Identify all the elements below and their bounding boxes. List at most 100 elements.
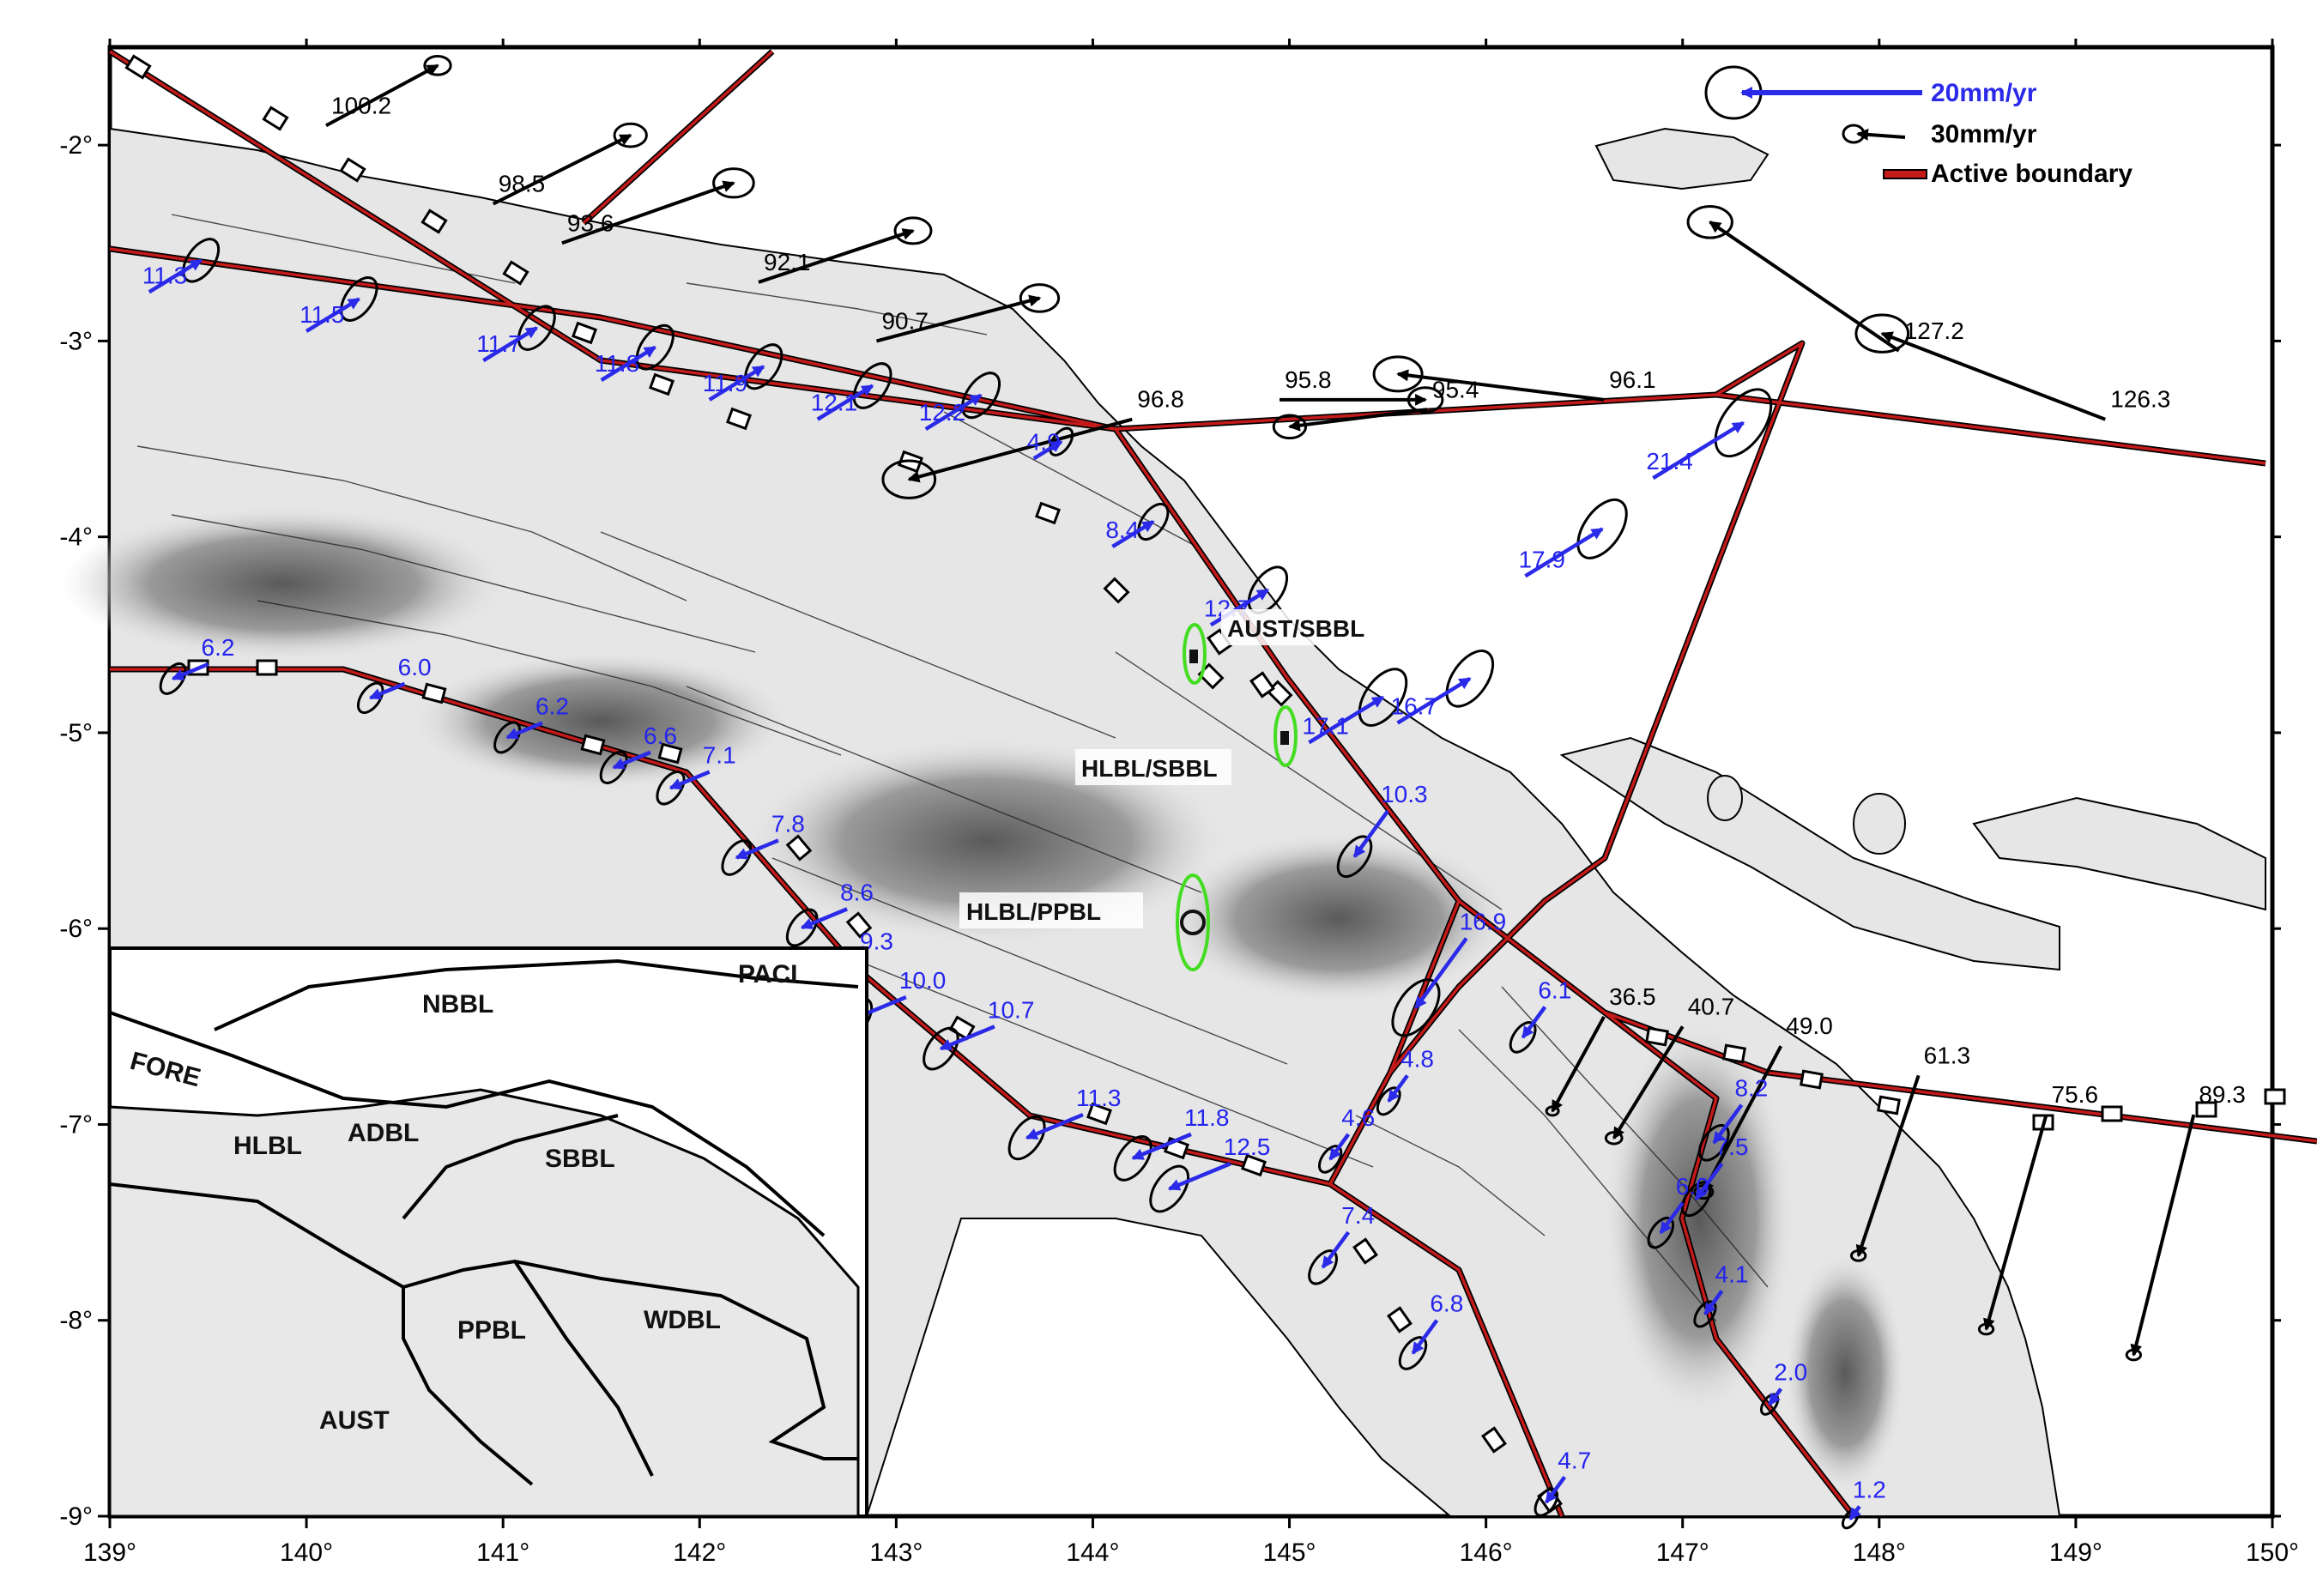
blue-vector-arrow: [1768, 1387, 1783, 1406]
blue-vector-arrow: [1414, 937, 1468, 1009]
black-velocity-vector: 89.3: [2125, 1081, 2246, 1362]
blue-vector-arrow: [1703, 1290, 1724, 1316]
black-vector-arrow: [1551, 1015, 1606, 1113]
black-vector-arrow: [758, 228, 915, 284]
blue-vector-arrow: [1659, 1201, 1685, 1235]
black-vector-rate: 126.3: [2110, 386, 2170, 413]
blue-vector-rate: 17.9: [1518, 546, 1565, 572]
inset-label-hlbl: HLBL: [233, 1132, 302, 1160]
black-velocity-vector: 96.8: [881, 386, 1184, 499]
lat-tick-label: -2°: [59, 131, 93, 160]
blue-vector-rate: 4.7: [1558, 1447, 1591, 1473]
black-vector-rate: 95.8: [1285, 366, 1332, 393]
blue-error-ellipse: [1714, 388, 1773, 458]
blue-error-ellipse: [635, 323, 675, 371]
blue-vector-rate: 11.8: [1184, 1104, 1229, 1131]
blue-velocity-vector: 7.5: [1680, 1134, 1748, 1218]
legend-black-arrow: [1856, 128, 1906, 141]
blue-vector-rate: 4.1: [1715, 1260, 1749, 1287]
blue-velocity-vector: 11.8: [595, 323, 675, 382]
blue-vector-arrow: [1032, 439, 1063, 461]
black-error-ellipse: [1272, 414, 1308, 440]
blue-vector-rate: 11.3: [142, 262, 187, 288]
blue-velocity-vector: 1.2: [1841, 1477, 1886, 1530]
blue-vector-arrow: [1328, 1133, 1351, 1161]
blue-velocity-vector: 6.1: [1509, 977, 1571, 1054]
velocity-vectors: 100.298.593.692.190.796.895.8 95.4 96.1127…: [142, 54, 2246, 1530]
label-hlbl-ppbl: HLBL/PPBL: [966, 898, 1101, 925]
blue-vector-arrow: [1411, 1319, 1439, 1355]
blue-vector-rate: 6.0: [398, 654, 432, 680]
blue-velocity-vector: 6.0: [1647, 1173, 1709, 1249]
blue-error-ellipse: [356, 681, 384, 715]
black-error-ellipse: [1854, 313, 1910, 354]
inset-label-adbl: ADBL: [348, 1119, 419, 1147]
blue-vector-arrow: [1321, 1230, 1351, 1269]
blue-error-ellipse: [923, 1026, 959, 1071]
blue-error-ellipse: [721, 839, 753, 876]
blue-vector-arrow: [668, 770, 711, 790]
inset-label-ppbl: PPBL: [457, 1316, 526, 1345]
pole-ellipse-aust-sbbl: [1183, 623, 1207, 685]
black-velocity-vector: 75.6: [1977, 1081, 2098, 1336]
blue-error-ellipse: [1137, 502, 1170, 541]
inset-map: NBBL PACI FORE HLBL ADBL SBBL PPBL WDBL …: [108, 946, 868, 1518]
blue-vector-arrow: [1712, 1103, 1744, 1145]
blue-velocity-vector: 11.8: [1113, 1104, 1229, 1182]
lon-tick-label: 139°: [83, 1539, 136, 1567]
blue-velocity-vector: 16.7: [1391, 650, 1495, 725]
blue-vector-arrow: [1131, 1132, 1192, 1160]
blue-vector-arrow: [482, 326, 539, 363]
blue-vector-rate: 16.9: [1460, 909, 1507, 935]
blue-velocity-vector: 2.0: [1759, 1359, 1807, 1416]
blue-error-ellipse: [852, 362, 892, 409]
black-vector-rate: 40.7: [1688, 993, 1735, 1019]
inset-label-paci: PACI: [738, 960, 797, 988]
lon-tick-label: 149°: [2049, 1539, 2102, 1567]
black-vector-rate: 96.8: [1137, 386, 1184, 413]
blue-vector-rate: 4.6: [1341, 1104, 1375, 1131]
blue-error-ellipse: [1576, 498, 1628, 559]
blue-vector-arrow: [1652, 420, 1745, 481]
blue-vector-rate: 4.9: [1027, 428, 1061, 455]
blue-error-ellipse: [493, 721, 522, 754]
black-velocity-vector: 40.7: [1604, 993, 1735, 1146]
black-vector-rate: 49.0: [1786, 1013, 1833, 1039]
blue-error-ellipse: [1049, 426, 1074, 456]
lon-tick-label: 150°: [2246, 1539, 2299, 1567]
blue-vector-rate: 8.6: [840, 879, 874, 905]
lat-tick-label: -8°: [59, 1307, 93, 1335]
blue-velocity-vector: 8.2: [1697, 1075, 1768, 1162]
blue-error-ellipse: [599, 750, 628, 784]
blue-vector-rate: 11.8: [595, 350, 639, 377]
blue-error-ellipse: [1007, 1115, 1046, 1161]
blue-vector-rate: 10.7: [988, 996, 1035, 1023]
blue-error-ellipse: [785, 908, 819, 947]
axes: 139° 140° 141° 142° 143° 144° 145° 146° 147° 148°…: [59, 39, 2299, 1567]
black-error-ellipse: [1686, 204, 1733, 239]
blue-vector-rate: 6.2: [535, 693, 569, 720]
blue-vector-rate: 6.8: [1430, 1291, 1463, 1317]
blue-vector-rate: 16.7: [1391, 693, 1438, 720]
blue-error-ellipse: [1113, 1135, 1152, 1182]
lon-tick-label: 141°: [476, 1539, 529, 1567]
black-vector-rate: 96.1: [1609, 366, 1656, 393]
black-error-ellipse: [1019, 283, 1061, 313]
blue-vector-arrow: [1025, 1112, 1084, 1140]
black-vector-rate: 100.2: [331, 92, 391, 118]
blue-velocity-vector: 17.9: [1518, 498, 1628, 578]
blue-vector-rate: 7.1: [703, 742, 736, 769]
black-vector-arrow: [2130, 1114, 2196, 1357]
blue-velocity-vector: 4.8: [1376, 1045, 1434, 1116]
blue-vector-arrow: [505, 721, 543, 740]
blue-vector-arrow: [735, 838, 779, 860]
blue-vector-arrow: [816, 384, 874, 421]
inset-label-nbbl: NBBL: [422, 990, 493, 1019]
black-vector-arrow: [1983, 1114, 2048, 1331]
blue-vector-arrow: [800, 907, 848, 930]
blue-vector-rate: 6.2: [202, 634, 235, 661]
blue-vector-arrow: [305, 297, 361, 333]
blue-velocity-vector: 4.7: [1534, 1447, 1591, 1517]
blue-velocity-vector: 17.1: [1302, 668, 1408, 745]
blue-velocity-vector: 7.1: [656, 742, 736, 806]
